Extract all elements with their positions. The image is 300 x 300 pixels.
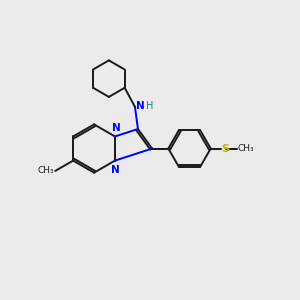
Text: N: N <box>111 165 119 175</box>
Text: S: S <box>222 143 230 154</box>
Text: H: H <box>146 101 154 111</box>
Text: CH₃: CH₃ <box>37 167 54 176</box>
Text: N: N <box>112 123 121 133</box>
Text: CH₃: CH₃ <box>238 144 254 153</box>
Text: N: N <box>136 101 145 111</box>
